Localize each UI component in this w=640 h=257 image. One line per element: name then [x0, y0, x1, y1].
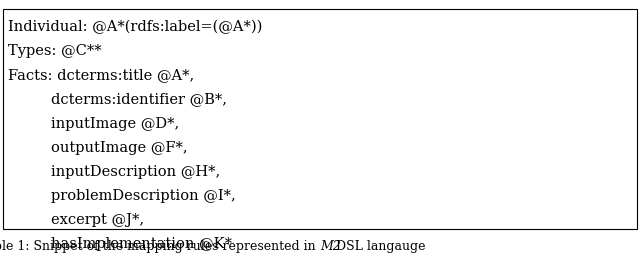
Text: inputImage @D*,: inputImage @D*,	[51, 117, 179, 131]
Text: Individual: @A*(rdfs:label=(@A*)): Individual: @A*(rdfs:label=(@A*))	[8, 20, 262, 34]
Text: Facts: dcterms:title @A*,: Facts: dcterms:title @A*,	[8, 68, 194, 82]
Text: Types: @C**: Types: @C**	[8, 44, 101, 58]
Text: DSL langauge: DSL langauge	[332, 240, 425, 253]
Text: inputDescription @H*,: inputDescription @H*,	[51, 165, 220, 179]
Text: excerpt @J*,: excerpt @J*,	[51, 213, 145, 227]
Text: hasImplementation @K*: hasImplementation @K*	[51, 237, 232, 251]
Text: problemDescription @I*,: problemDescription @I*,	[51, 189, 236, 203]
Text: Table 1: Snippet of the mapping rules represented in: Table 1: Snippet of the mapping rules re…	[0, 240, 320, 253]
Bar	[3, 9, 637, 229]
Text: M2: M2	[320, 240, 340, 253]
Text: dcterms:identifier @B*,: dcterms:identifier @B*,	[51, 93, 227, 106]
Text: outputImage @F*,: outputImage @F*,	[51, 141, 188, 155]
